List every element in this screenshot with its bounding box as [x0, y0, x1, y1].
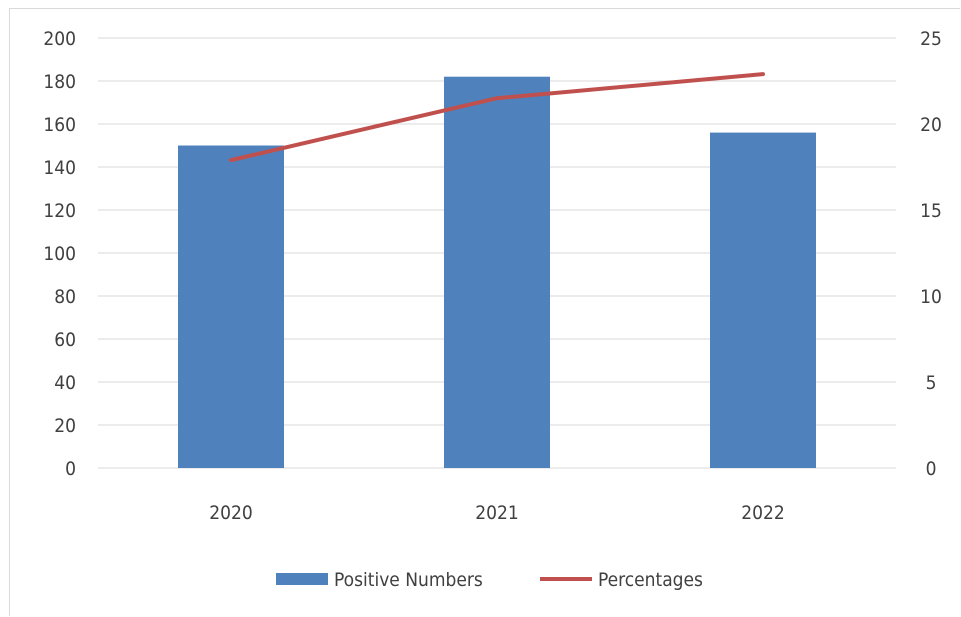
left-tick-label: 80: [54, 286, 76, 308]
x-axis: 2020 2021 2022: [209, 502, 785, 524]
left-tick-label: 20: [54, 415, 76, 437]
x-tick-label: 2020: [209, 502, 253, 524]
x-tick-label: 2021: [475, 502, 519, 524]
left-tick-label: 120: [43, 200, 76, 222]
bar-2020: [178, 145, 284, 468]
line-series: [229, 72, 765, 163]
left-tick-label: 60: [54, 329, 76, 351]
legend: Positive Numbers Percentages: [276, 569, 703, 591]
right-axis: 0 5 10 15 20 25: [920, 28, 942, 480]
legend-label-percentages: Percentages: [598, 569, 703, 591]
bar-series: [178, 76, 816, 468]
line-point-2020: [230, 159, 232, 161]
left-tick-label: 180: [43, 71, 76, 93]
left-tick-label: 100: [43, 243, 76, 265]
left-tick-label: 40: [54, 372, 76, 394]
left-tick-label: 140: [43, 157, 76, 179]
x-tick-label: 2022: [741, 502, 785, 524]
right-tick-label: 5: [926, 372, 937, 394]
left-axis: 0 20 40 60 80 100 120 140 160 180 200: [43, 28, 76, 480]
bar-2022: [710, 132, 816, 468]
line-point-2021: [496, 97, 498, 99]
right-tick-label: 20: [920, 114, 942, 136]
line-point-2022: [762, 73, 764, 75]
bar-2021: [444, 76, 550, 468]
left-tick-label: 160: [43, 114, 76, 136]
right-tick-label: 15: [920, 200, 942, 222]
right-tick-label: 25: [920, 28, 942, 50]
legend-swatch-positive-numbers: [276, 573, 328, 585]
left-tick-label: 200: [43, 28, 76, 50]
legend-label-positive-numbers: Positive Numbers: [334, 569, 483, 591]
chart-frame: [9, 8, 960, 616]
right-tick-label: 10: [920, 286, 942, 308]
left-tick-label: 0: [65, 458, 76, 480]
right-tick-label: 0: [926, 458, 937, 480]
